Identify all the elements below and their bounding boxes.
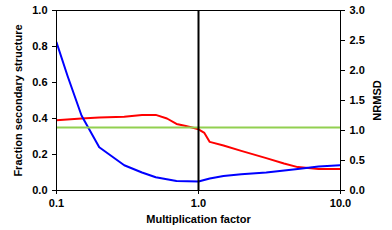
svg-text:1.0: 1.0	[191, 197, 206, 209]
svg-text:0.8: 0.8	[32, 40, 47, 52]
svg-text:3.0: 3.0	[350, 4, 365, 16]
svg-text:0.0: 0.0	[350, 184, 365, 196]
svg-text:0.2: 0.2	[32, 148, 47, 160]
svg-text:Fraction secondary structure: Fraction secondary structure	[12, 24, 24, 176]
svg-text:0.5: 0.5	[350, 154, 365, 166]
svg-text:0.1: 0.1	[49, 197, 64, 209]
svg-text:2.0: 2.0	[350, 64, 365, 76]
svg-text:0.6: 0.6	[32, 76, 47, 88]
svg-text:1.0: 1.0	[350, 124, 365, 136]
svg-text:1.0: 1.0	[32, 4, 47, 16]
svg-text:0.4: 0.4	[32, 112, 48, 124]
svg-text:2.5: 2.5	[350, 34, 365, 46]
svg-text:10.0: 10.0	[330, 197, 351, 209]
svg-text:NRMSD: NRMSD	[371, 80, 383, 120]
svg-text:Multiplication factor: Multiplication factor	[146, 213, 251, 225]
svg-text:0.0: 0.0	[32, 184, 47, 196]
svg-text:1.5: 1.5	[350, 94, 365, 106]
